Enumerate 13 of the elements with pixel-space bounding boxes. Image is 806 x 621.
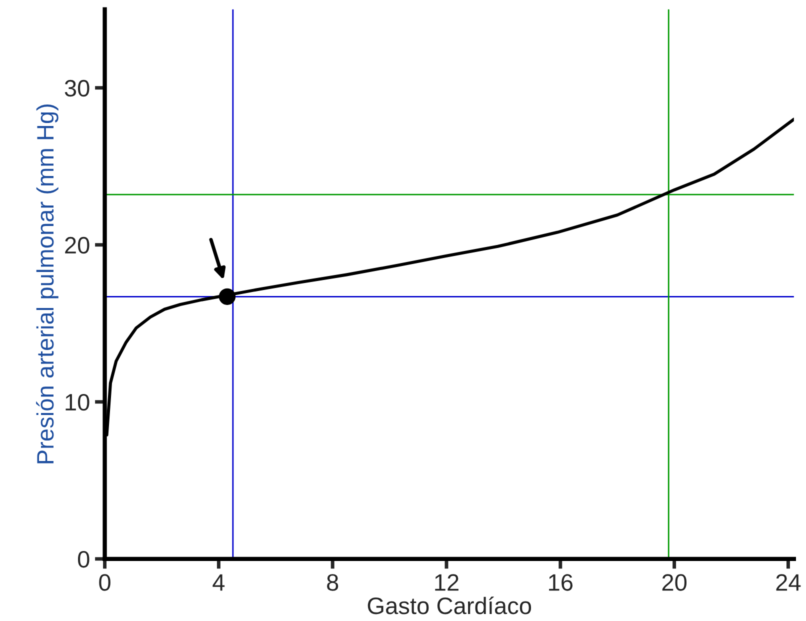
x-tick-label: 0 [99,574,110,591]
y-tick-label: 30 [64,80,90,97]
x-tick-label: 16 [549,574,572,591]
x-axis-title: Gasto Cardíaco [368,596,532,614]
x-tick-label: 4 [212,574,225,591]
y-tick-label: 0 [78,550,90,568]
y-axis-title: Presión arterial pulmonar (mm Hg) [36,104,58,464]
x-tick-label: 20 [662,574,687,591]
x-tick-label: 24 [776,574,801,591]
x-tick-label: 8 [327,574,338,591]
x-tick-label: 12 [435,574,458,591]
y-tick-label: 10 [66,394,90,411]
y-tick-label: 20 [65,236,90,254]
